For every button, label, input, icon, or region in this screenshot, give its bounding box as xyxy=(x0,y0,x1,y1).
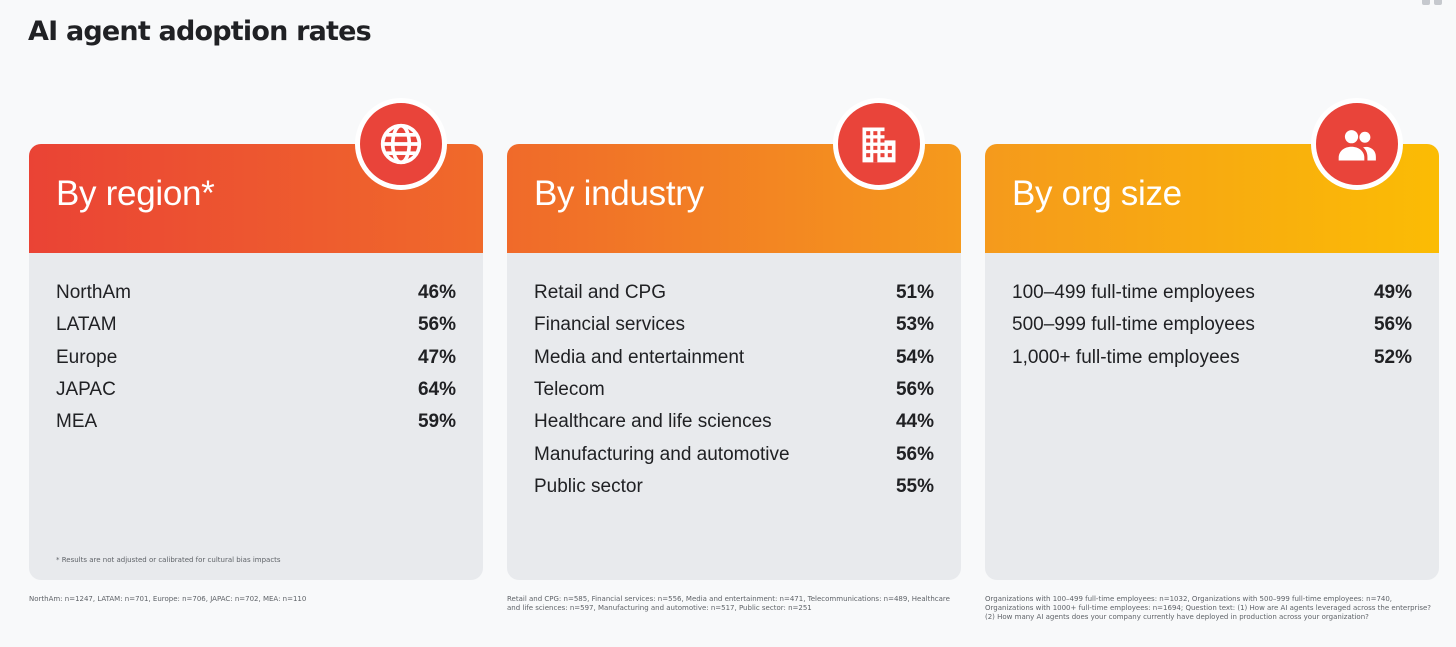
industry-list: Retail and CPG 51% Financial services 53% Me… xyxy=(534,277,934,503)
row-label: 100–499 full-time employees xyxy=(1012,282,1255,304)
row-value: 55% xyxy=(895,475,934,497)
row-value: 49% xyxy=(1373,282,1412,304)
row-label: Media and entertainment xyxy=(534,346,745,368)
card-by-org-size: By org size 100–499 full-time employees 4… xyxy=(985,98,1439,580)
row-value: 51% xyxy=(895,282,934,304)
row-value: 47% xyxy=(417,346,456,368)
data-row: Telecom 56% xyxy=(534,374,934,406)
globe-icon-badge xyxy=(355,98,447,190)
people-icon xyxy=(1338,130,1376,161)
row-value: 56% xyxy=(1373,314,1412,336)
industry-source-note: Retail and CPG: n=585, Financial service… xyxy=(507,595,950,612)
row-value: 59% xyxy=(417,411,456,433)
building-icon-badge xyxy=(833,98,925,190)
data-row: Public sector 55% xyxy=(534,471,934,503)
data-row: Media and entertainment 54% xyxy=(534,342,934,374)
row-label: LATAM xyxy=(56,314,117,336)
window-corner-mark xyxy=(1422,0,1442,5)
row-value: 56% xyxy=(895,379,934,401)
row-value: 53% xyxy=(895,314,934,336)
row-label: Financial services xyxy=(534,314,685,336)
data-row: Europe 47% xyxy=(56,342,456,374)
row-label: JAPAC xyxy=(56,379,116,401)
row-label: MEA xyxy=(56,411,98,433)
globe-icon xyxy=(380,123,422,165)
row-label: NorthAm xyxy=(56,282,131,304)
data-row: 100–499 full-time employees 49% xyxy=(1012,277,1412,309)
data-row: Financial services 53% xyxy=(534,309,934,341)
region-source-note: NorthAm: n=1247, LATAM: n=701, Europe: n… xyxy=(29,595,307,603)
row-label: Public sector xyxy=(534,475,643,497)
region-list: NorthAm 46% LATAM 56% Europe 47% JAPAC 64% MEA 59… xyxy=(56,277,456,438)
data-row: MEA 59% xyxy=(56,406,456,438)
building-icon xyxy=(862,127,896,163)
row-value: 56% xyxy=(895,443,934,465)
row-value: 46% xyxy=(417,282,456,304)
row-label: 1,000+ full-time employees xyxy=(1012,346,1240,368)
row-label: Manufacturing and automotive xyxy=(534,443,790,465)
card-title: By region* xyxy=(56,174,215,213)
row-label: Telecom xyxy=(534,379,605,401)
row-label: Europe xyxy=(56,346,118,368)
data-row: 500–999 full-time employees 56% xyxy=(1012,309,1412,341)
data-row: Healthcare and life sciences 44% xyxy=(534,406,934,438)
people-icon-badge xyxy=(1311,98,1403,190)
row-value: 56% xyxy=(417,314,456,336)
data-row: JAPAC 64% xyxy=(56,374,456,406)
data-row: 1,000+ full-time employees 52% xyxy=(1012,342,1412,374)
card-title: By org size xyxy=(1012,174,1182,213)
row-value: 64% xyxy=(417,379,456,401)
data-row: Retail and CPG 51% xyxy=(534,277,934,309)
data-row: NorthAm 46% xyxy=(56,277,456,309)
org-size-source-note: Organizations with 100–499 full-time emp… xyxy=(985,595,1432,621)
page-title: AI agent adoption rates xyxy=(28,16,372,47)
org-size-list: 100–499 full-time employees 49% 500–999 fu… xyxy=(1012,277,1412,374)
data-row: LATAM 56% xyxy=(56,309,456,341)
card-title: By industry xyxy=(534,174,704,213)
data-row: Manufacturing and automotive 56% xyxy=(534,438,934,470)
row-value: 44% xyxy=(895,411,934,433)
region-footnote: * Results are not adjusted or calibrated… xyxy=(56,556,281,564)
row-value: 54% xyxy=(895,346,934,368)
row-label: Retail and CPG xyxy=(534,282,667,304)
card-by-region: By region* NorthAm 46% LATAM 56% Europe 47% JA… xyxy=(29,98,483,580)
row-label: 500–999 full-time employees xyxy=(1012,314,1255,336)
card-by-industry: By industry Retail and CPG 51% Financial s… xyxy=(507,98,961,580)
row-value: 52% xyxy=(1373,346,1412,368)
row-label: Healthcare and life sciences xyxy=(534,411,772,433)
